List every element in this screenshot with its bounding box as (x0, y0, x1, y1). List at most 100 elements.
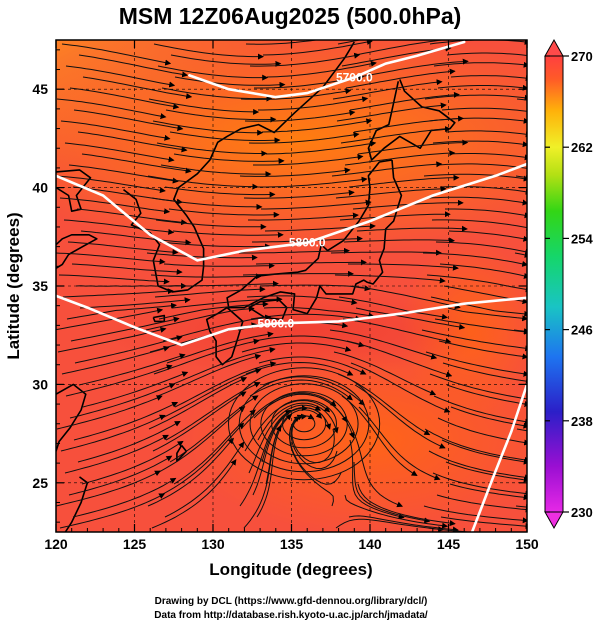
wind-streamline (262, 40, 373, 56)
y-tick-label: 25 (32, 475, 48, 491)
wind-streamline (433, 61, 527, 68)
colorbar-tick-label: 262 (571, 140, 593, 155)
wind-streamline (152, 120, 264, 136)
wind-streamline (81, 153, 192, 174)
wind-streamline (240, 88, 352, 100)
circulation-ring (260, 391, 348, 457)
wind-streamline (156, 406, 246, 474)
wind-streamline (441, 439, 527, 465)
wind-streamline (68, 455, 173, 496)
wind-streamline (348, 174, 460, 188)
wind-streamline (253, 154, 364, 166)
wind-streamline (80, 230, 192, 246)
wind-streamline (258, 96, 369, 111)
wind-streamlines (56, 40, 527, 532)
wind-streamline (446, 52, 527, 59)
wind-streamline (337, 40, 363, 45)
wind-streamline (239, 247, 350, 254)
wind-streamline (354, 40, 465, 56)
wind-streamline (265, 140, 377, 155)
wind-streamline (266, 60, 377, 78)
wind-streamline (252, 235, 363, 243)
y-tick-label: 40 (32, 180, 48, 196)
wind-streamline (245, 361, 354, 376)
wind-streamline (434, 318, 527, 335)
wind-streamline (244, 109, 356, 122)
wind-streamline (356, 225, 468, 232)
wind-streamline (169, 395, 259, 463)
wind-streamline (174, 76, 286, 88)
wind-streamline (340, 126, 451, 144)
y-tick-label: 30 (32, 376, 48, 392)
wind-streamline (427, 196, 527, 206)
wind-streamline (437, 84, 527, 91)
wind-streamline (255, 259, 367, 266)
wind-streamline (349, 91, 460, 111)
colorbar-tick-label: 230 (571, 505, 593, 520)
plot-field: 5700.0 5800.0 5900.0 (56, 40, 527, 532)
x-axis-label: Longitude (degrees) (209, 560, 372, 579)
wind-streamline (428, 450, 527, 481)
wind-streamline (151, 197, 263, 210)
wind-streamline (65, 364, 173, 397)
wind-streamline (344, 150, 456, 166)
wind-streamline (68, 164, 179, 184)
wind-streamline (146, 252, 258, 261)
wind-streamline (150, 273, 262, 280)
wind-streamline (429, 373, 527, 402)
wind-streamline (56, 307, 164, 331)
wind-streamline (147, 175, 259, 190)
wind-streamline (164, 186, 276, 198)
height-contour-line (470, 383, 527, 532)
y-axis-label: Latitude (degrees) (4, 212, 23, 359)
wind-streamline (442, 362, 527, 385)
colorbar-tick-label: 270 (571, 49, 593, 64)
wind-streamline (431, 219, 527, 231)
colorbar-ticks: 230 238 246 254 262 270 (545, 49, 593, 520)
x-tick-label: 130 (201, 536, 225, 552)
wind-streamline (60, 414, 166, 452)
height-contours: 5700.0 5800.0 5900.0 (56, 40, 527, 532)
wind-streamline (439, 263, 527, 279)
wind-streamline (242, 270, 354, 277)
wind-streamline (432, 472, 527, 497)
wind-streamline (423, 505, 527, 524)
wind-streamline (339, 211, 451, 221)
wind-streamline (159, 241, 271, 250)
wind-streamline (174, 361, 277, 408)
wind-streamline (160, 164, 272, 178)
wind-streamline (449, 483, 527, 501)
wind-streamline (69, 87, 180, 110)
coastline-segment (56, 383, 87, 452)
wind-streamline (241, 342, 352, 353)
wind-streamline (433, 395, 527, 425)
wind-streamline (351, 285, 461, 310)
wind-streamline (148, 98, 260, 115)
wind-streamline (345, 68, 456, 89)
x-tick-label: 140 (358, 536, 382, 552)
wind-streamline (424, 428, 527, 463)
wind-streamline (73, 402, 179, 441)
wind-streamline (426, 274, 527, 293)
y-axis: 25 30 35 40 45 (32, 49, 527, 523)
wind-streamline (334, 274, 446, 284)
wind-streamline (335, 518, 445, 532)
wind-streamline (170, 347, 276, 386)
wind-streamline (345, 417, 404, 508)
circulation-ring (249, 383, 359, 465)
wind-streamline (257, 402, 339, 441)
wind-streamline (157, 65, 269, 81)
wind-streamline (435, 241, 527, 255)
wind-streamline (353, 461, 431, 524)
wind-streamline (81, 440, 184, 485)
wind-streamline (258, 356, 367, 375)
wind-streamline (447, 307, 527, 322)
wind-streamline (338, 296, 448, 320)
wind-streamline (61, 43, 172, 66)
wind-streamline (329, 329, 438, 360)
wind-streamline (56, 470, 161, 507)
wind-streamline (427, 527, 475, 532)
wind-streamline (148, 377, 248, 430)
x-tick-label: 125 (123, 536, 147, 552)
colorbar-extend-min (544, 511, 564, 530)
